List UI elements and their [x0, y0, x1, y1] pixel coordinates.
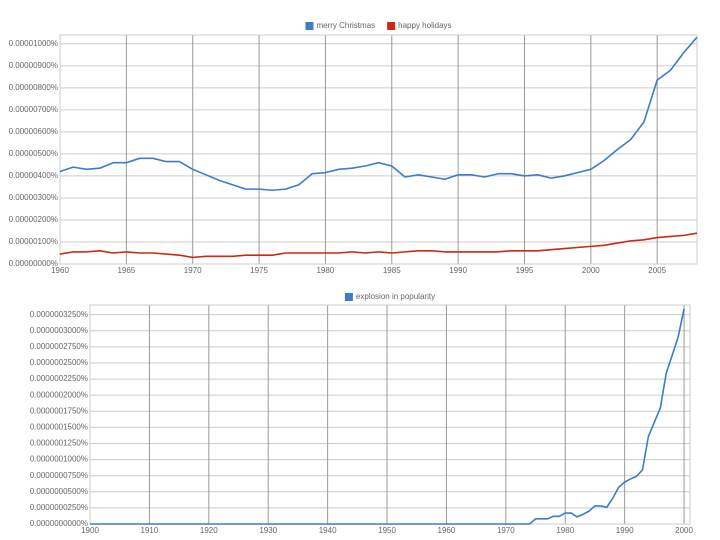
x-tick-label: 1940 [319, 526, 337, 535]
y-tick-label: 0.00001000% [9, 39, 58, 48]
y-tick-label: 0.00000200% [9, 215, 58, 224]
x-tick-label: 1930 [259, 526, 277, 535]
x-tick-label: 1910 [141, 526, 159, 535]
x-tick-label: 1900 [81, 526, 99, 535]
x-tick-label: 1980 [556, 526, 574, 535]
x-tick-label: 1990 [616, 526, 634, 535]
y-tick-label: 0.0000000000% [30, 519, 88, 528]
y-tick-label: 0.00000000% [9, 259, 58, 268]
series-line [59, 232, 698, 259]
x-tick-label: 1920 [200, 526, 218, 535]
legend: merry Christmas happy holidays [305, 21, 452, 30]
y-tick-label: 0.0000000500% [30, 487, 88, 496]
y-tick-label: 0.00000900% [9, 61, 58, 70]
y-tick-label: 0.0000002500% [30, 358, 88, 367]
x-tick-label: 1995 [516, 266, 534, 275]
legend-label: happy holidays [398, 21, 451, 30]
legend-swatch [387, 22, 396, 30]
y-tick-label: 0.0000000750% [30, 471, 88, 480]
series-line [90, 308, 685, 525]
y-tick-label: 0.0000001750% [30, 406, 88, 415]
x-tick-label: 1990 [449, 266, 467, 275]
x-tick-label: 1960 [51, 266, 69, 275]
y-tick-label: 0.0000001500% [30, 422, 88, 431]
y-tick-label: 0.0000000250% [30, 503, 88, 512]
y-tick-label: 0.00000300% [9, 193, 58, 202]
legend-label: explosion in popularity [356, 292, 435, 301]
legend-swatch [344, 293, 353, 301]
x-tick-label: 1975 [250, 266, 268, 275]
y-tick-label: 0.00000800% [9, 83, 58, 92]
y-tick-label: 0.0000001250% [30, 439, 88, 448]
x-tick-label: 1970 [497, 526, 515, 535]
x-tick-label: 2000 [582, 266, 600, 275]
x-tick-label: 2005 [648, 266, 666, 275]
y-tick-label: 0.0000002750% [30, 342, 88, 351]
y-tick-label: 0.0000001000% [30, 455, 88, 464]
x-tick-label: 1960 [438, 526, 456, 535]
legend: explosion in popularity [344, 292, 435, 301]
x-tick-label: 1970 [184, 266, 202, 275]
y-tick-label: 0.00000600% [9, 127, 58, 136]
legend-label: merry Christmas [316, 21, 375, 30]
plot-frame [59, 34, 698, 265]
legend-swatch [305, 22, 314, 30]
y-tick-label: 0.0000003000% [30, 326, 88, 335]
x-tick-label: 1965 [117, 266, 135, 275]
y-tick-label: 0.00000100% [9, 237, 58, 246]
x-tick-label: 1950 [378, 526, 396, 535]
y-tick-label: 0.0000003250% [30, 310, 88, 319]
y-tick-label: 0.00000500% [9, 149, 58, 158]
plot-frame [89, 304, 691, 525]
x-tick-label: 2000 [675, 526, 693, 535]
x-tick-label: 1985 [383, 266, 401, 275]
y-tick-label: 0.00000400% [9, 171, 58, 180]
y-tick-label: 0.0000002250% [30, 374, 88, 383]
x-tick-label: 1980 [317, 266, 335, 275]
y-tick-label: 0.00000700% [9, 105, 58, 114]
y-tick-label: 0.0000002000% [30, 390, 88, 399]
series-line [59, 36, 698, 192]
